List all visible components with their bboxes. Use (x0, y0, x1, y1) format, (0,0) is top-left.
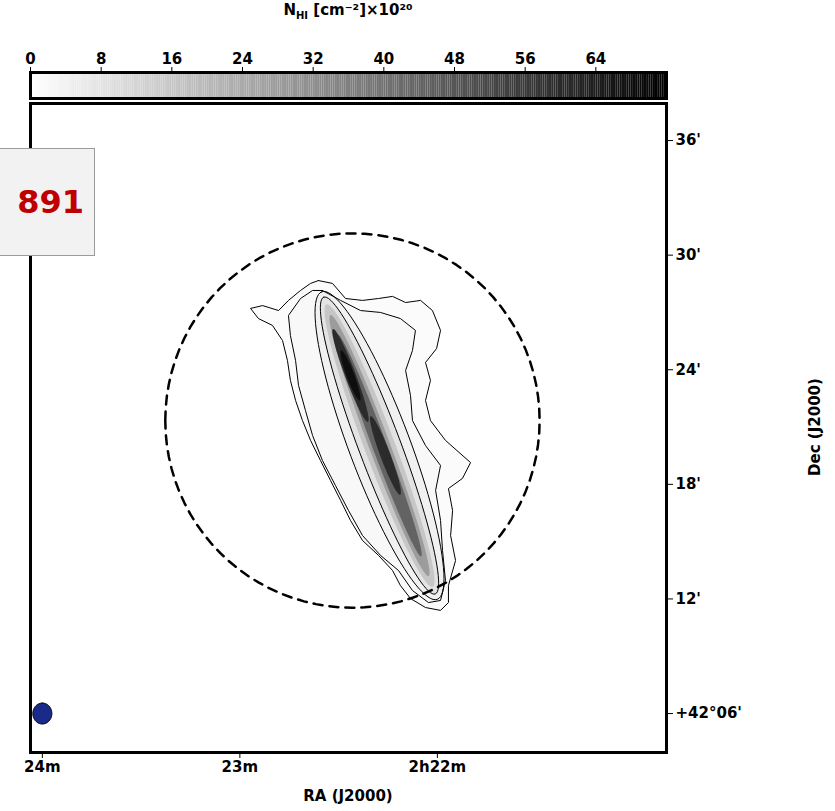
svg-text:40: 40 (373, 50, 394, 68)
svg-text:8: 8 (96, 50, 106, 68)
svg-text:24: 24 (232, 50, 253, 68)
svg-text:24m: 24m (24, 758, 61, 776)
html-text:Dec (J2000): Dec (J2000) (806, 378, 824, 476)
html-text:RA (J2000): RA (J2000) (303, 787, 393, 805)
html-text:NHI[cm⁻²]×10²⁰: NHI[cm⁻²]×10²⁰ (283, 1, 413, 21)
svg-text:24': 24' (676, 361, 701, 379)
svg-text:48: 48 (444, 50, 465, 68)
svg-text:30': 30' (676, 246, 701, 264)
svg-text:64: 64 (585, 50, 606, 68)
svg-text:0: 0 (25, 50, 35, 68)
svg-text:2h22m: 2h22m (409, 758, 467, 776)
svg-text:16: 16 (161, 50, 182, 68)
svg-text:12': 12' (676, 590, 701, 608)
svg-text:+42°06': +42°06' (676, 704, 742, 722)
html-text:891: 891 (17, 183, 84, 221)
svg-text:56: 56 (515, 50, 536, 68)
svg-text:23m: 23m (222, 758, 259, 776)
svg-text:32: 32 (303, 50, 324, 68)
svg-text:18': 18' (676, 475, 701, 493)
svg-text:36': 36' (676, 131, 701, 149)
